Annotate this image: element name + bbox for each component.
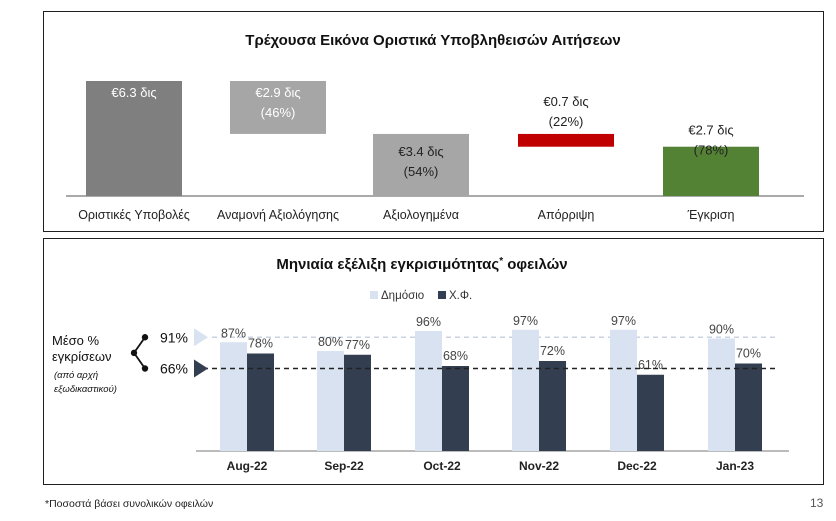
side-label-line2: εγκρίσεων (52, 349, 112, 364)
bar-individuals (735, 363, 762, 451)
reference-label-public: 91% (160, 329, 188, 345)
bar-pct-label: (78%) (694, 143, 729, 158)
bar-label-individuals: 72% (540, 344, 565, 358)
legend-swatch-individuals (438, 291, 446, 299)
legend-label-public: Δημόσιο (381, 290, 424, 302)
bar-public (415, 331, 442, 451)
category-label: Nov-22 (519, 459, 559, 473)
approval-title-rest: οφειλών (503, 256, 568, 273)
approval-chart: Μηνιαία εξέλιξη εγκρισιμότητας* οφειλών Δ… (52, 256, 789, 473)
bar-value-label: €6.3 δις (111, 85, 156, 100)
approval-panel: Μηνιαία εξέλιξη εγκρισιμότητας* οφειλών Δ… (43, 238, 824, 485)
category-label: Έγκριση (687, 208, 735, 222)
approval-title-main: Μηνιαία εξέλιξη εγκρισιμότητας (276, 256, 499, 273)
bar-public (610, 329, 637, 451)
reference-label-individuals: 66% (160, 361, 188, 377)
footnote: *Ποσοστά βάσει συνολικών οφειλών (45, 498, 214, 510)
bar-public (512, 329, 539, 451)
approval-title-sup: * (499, 256, 503, 267)
side-label-line1: Μέσο % (52, 333, 99, 348)
bar-individuals (637, 374, 664, 451)
bar-value-label: €2.9 δις (255, 85, 300, 100)
bar-label-individuals: 77% (345, 338, 370, 352)
bar-pct-label: (22%) (549, 114, 584, 129)
bar-individuals (442, 366, 469, 451)
side-label-line4: εξωδικαστικού) (54, 384, 117, 395)
waterfall-bar (663, 146, 759, 196)
category-label: Jan-23 (716, 459, 754, 473)
waterfall-bar (373, 133, 469, 196)
bar-individuals (539, 361, 566, 451)
legend-swatch-public (370, 291, 378, 299)
bar-label-individuals: 78% (248, 337, 273, 351)
bracket-dot-bottom (141, 365, 149, 372)
bar-pct-label: (46%) (261, 105, 296, 120)
bar-value-label: €0.7 δις (543, 94, 588, 109)
bar-public (220, 342, 247, 451)
category-label: Αξιολογημένα (383, 208, 459, 222)
bar-value-label: €2.7 δις (688, 123, 733, 138)
bar-label-public: 87% (221, 326, 246, 340)
bar-label-public: 97% (513, 314, 538, 328)
bar-label-individuals: 68% (443, 349, 468, 363)
reference-marker-public (194, 328, 208, 347)
side-label-line3: (από αρχή (54, 370, 98, 381)
category-label: Οριστικές Υποβολές (78, 208, 190, 222)
waterfall-bar (518, 133, 614, 147)
bracket-dot-top (141, 334, 149, 341)
page-number: 13 (810, 496, 824, 510)
category-label: Αναμονή Αξιολόγησης (217, 208, 339, 222)
waterfall-title: Τρέχουσα Εικόνα Οριστικά Υποβληθεισών Αι… (245, 32, 620, 49)
bar-pct-label: (54%) (404, 164, 439, 179)
bar-label-public: 80% (318, 335, 343, 349)
waterfall-chart: Τρέχουσα Εικόνα Οριστικά Υποβληθεισών Αι… (66, 32, 804, 222)
bar-public (708, 338, 735, 451)
category-label: Aug-22 (227, 459, 268, 473)
bar-individuals (247, 353, 274, 451)
category-label: Sep-22 (324, 459, 364, 473)
category-label: Oct-22 (423, 459, 461, 473)
approval-title: Μηνιαία εξέλιξη εγκρισιμότητας* οφειλών (276, 256, 567, 274)
waterfall-bar (230, 81, 326, 134)
legend-label-individuals: Χ.Φ. (449, 290, 472, 302)
bracket-dot-middle (130, 349, 138, 357)
bar-label-public: 97% (611, 314, 636, 328)
bar-label-public: 96% (416, 315, 441, 329)
bar-value-label: €3.4 δις (398, 144, 443, 159)
waterfall-panel: Τρέχουσα Εικόνα Οριστικά Υποβληθεισών Αι… (43, 11, 824, 232)
bar-public (317, 351, 344, 451)
bar-label-public: 90% (709, 323, 734, 337)
bar-label-individuals: 70% (736, 347, 761, 361)
category-label: Απόρριψη (538, 208, 595, 222)
reference-marker-individuals (194, 359, 208, 378)
bar-individuals (344, 354, 371, 451)
category-label: Dec-22 (617, 459, 657, 473)
waterfall-bar (86, 81, 182, 196)
bar-label-individuals: 61% (638, 358, 663, 372)
